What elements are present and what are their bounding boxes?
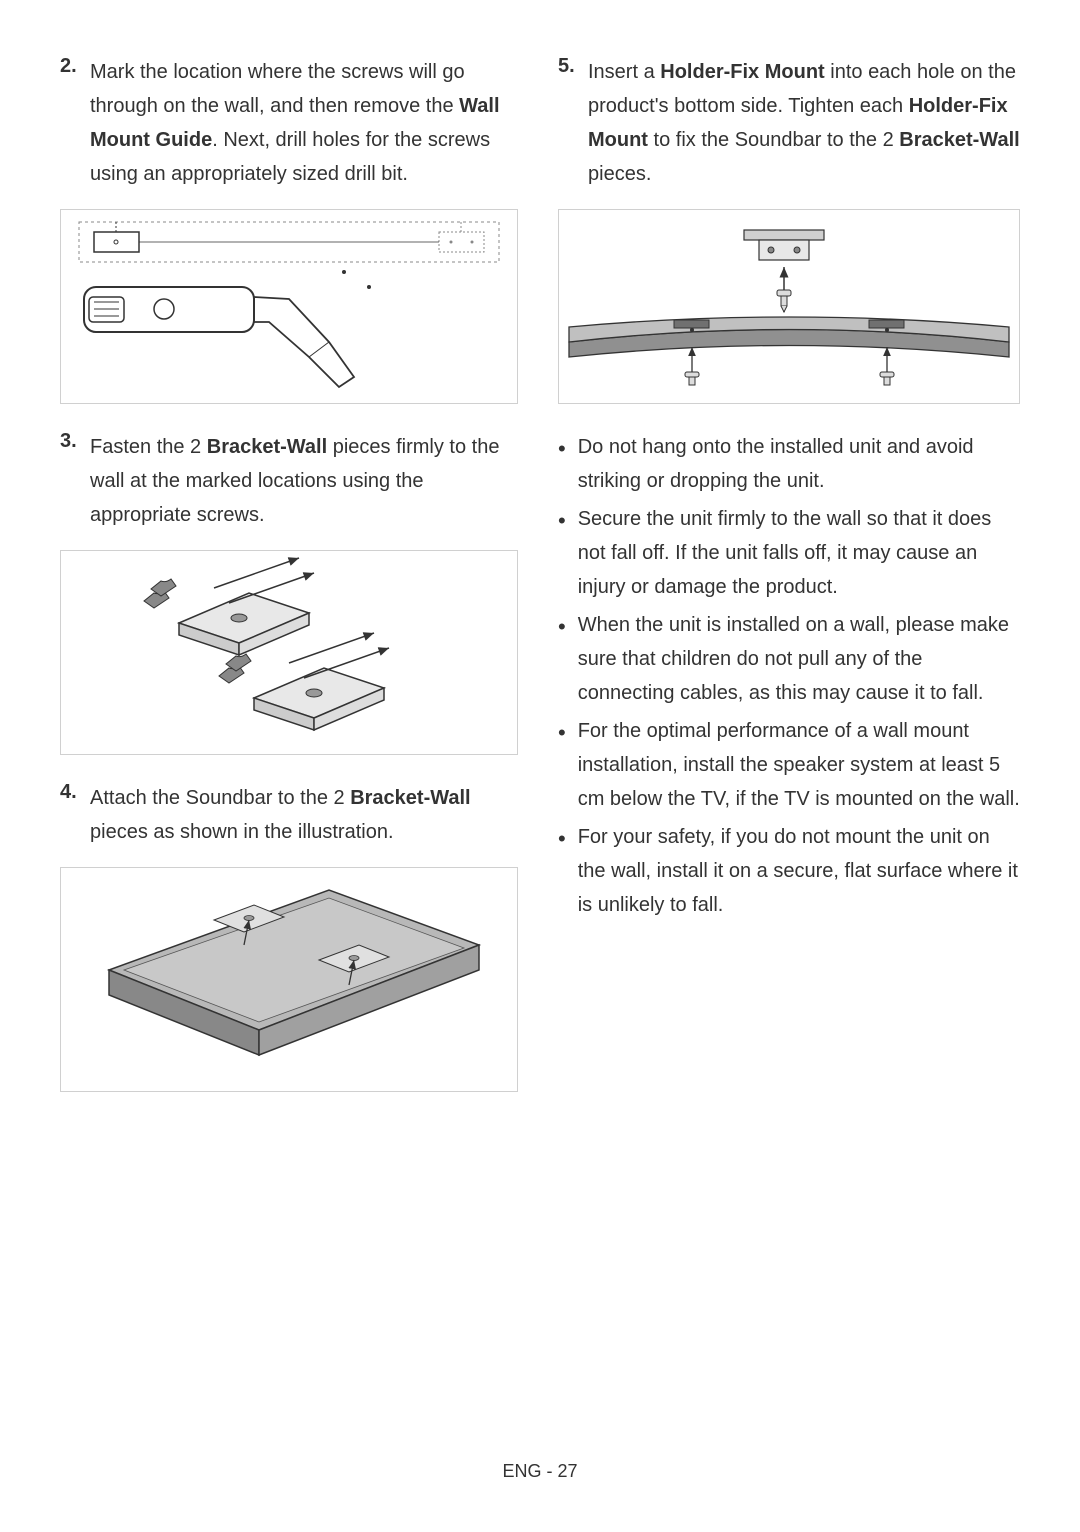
step-5-number: 5. [558, 55, 588, 191]
right-column: 5. Insert a Holder-Fix Mount into each h… [558, 55, 1020, 1118]
step-2-number: 2. [60, 55, 90, 191]
safety-bullets: Do not hang onto the installed unit and … [558, 430, 1020, 922]
step-2: 2. Mark the location where the screws wi… [60, 55, 518, 191]
step-4-number: 4. [60, 781, 90, 849]
illustration-step-2 [60, 209, 518, 404]
step-3-number: 3. [60, 430, 90, 532]
bullet-5: For your safety, if you do not mount the… [558, 820, 1020, 922]
left-column: 2. Mark the location where the screws wi… [60, 55, 518, 1118]
step-4-text: Attach the Soundbar to the 2 Bracket-Wal… [90, 781, 518, 849]
step-2-text: Mark the location where the screws will … [90, 55, 518, 191]
step-3: 3. Fasten the 2 Bracket-Wall pieces firm… [60, 430, 518, 532]
step-5: 5. Insert a Holder-Fix Mount into each h… [558, 55, 1020, 191]
illustration-step-4 [60, 867, 518, 1092]
bullet-1: Do not hang onto the installed unit and … [558, 430, 1020, 498]
bullet-3: When the unit is installed on a wall, pl… [558, 608, 1020, 710]
illustration-step-3 [60, 550, 518, 755]
step-5-text: Insert a Holder-Fix Mount into each hole… [588, 55, 1020, 191]
bullet-4: For the optimal performance of a wall mo… [558, 714, 1020, 816]
illustration-step-5 [558, 209, 1020, 404]
page-footer: ENG - 27 [0, 1461, 1080, 1482]
bullet-2: Secure the unit firmly to the wall so th… [558, 502, 1020, 604]
step-4: 4. Attach the Soundbar to the 2 Bracket-… [60, 781, 518, 849]
step-3-text: Fasten the 2 Bracket-Wall pieces firmly … [90, 430, 518, 532]
